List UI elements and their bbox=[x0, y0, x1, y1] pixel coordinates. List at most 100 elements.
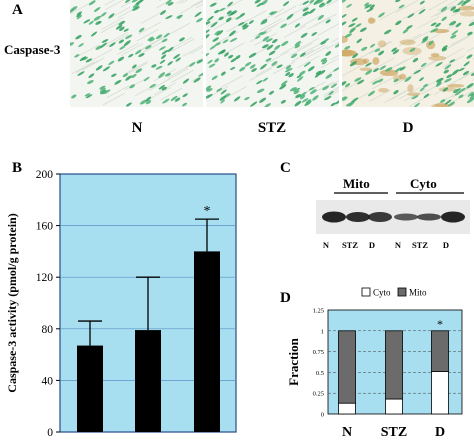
nucleus bbox=[161, 86, 167, 91]
nucleus bbox=[451, 69, 460, 76]
nucleus bbox=[366, 8, 374, 13]
x-category-label: N bbox=[342, 425, 352, 440]
fiber-streak bbox=[195, 3, 203, 9]
nucleus bbox=[268, 90, 275, 95]
nucleus bbox=[219, 95, 227, 101]
mito-group-label: Mito bbox=[343, 176, 370, 191]
nucleus bbox=[214, 30, 221, 35]
nucleus bbox=[280, 80, 288, 86]
brown-stain bbox=[342, 49, 354, 57]
fiber-streak bbox=[82, 57, 105, 71]
nucleus bbox=[143, 76, 150, 82]
nucleus bbox=[320, 57, 327, 62]
fiber-streak bbox=[216, 31, 239, 44]
nucleus bbox=[385, 67, 393, 72]
nucleus bbox=[330, 102, 336, 107]
nucleus bbox=[256, 2, 264, 7]
nucleus bbox=[230, 10, 238, 15]
legend-label-cyto: Cyto bbox=[373, 288, 391, 298]
nucleus bbox=[379, 65, 387, 70]
fiber-streak bbox=[249, 29, 273, 43]
nucleus bbox=[85, 94, 93, 99]
nucleus bbox=[293, 90, 300, 95]
nucleus bbox=[102, 89, 111, 95]
nucleus bbox=[419, 0, 425, 5]
nucleus bbox=[271, 61, 278, 66]
nucleus bbox=[449, 59, 456, 63]
nucleus bbox=[420, 62, 427, 67]
nucleus bbox=[364, 4, 372, 9]
nucleus bbox=[132, 3, 140, 8]
nucleus bbox=[100, 89, 107, 95]
fiber-streak bbox=[141, 37, 164, 51]
nucleus bbox=[321, 59, 328, 65]
nucleus bbox=[194, 11, 202, 18]
nucleus bbox=[279, 84, 287, 90]
nucleus bbox=[450, 34, 457, 39]
lane-label: D bbox=[368, 240, 376, 250]
fiber-streak bbox=[296, 37, 320, 51]
fiber-streak bbox=[220, 75, 243, 89]
bar bbox=[194, 251, 220, 432]
nucleus bbox=[314, 73, 320, 78]
nucleus bbox=[95, 45, 102, 50]
fiber-streak bbox=[136, 28, 159, 42]
nucleus bbox=[182, 93, 188, 98]
nucleus bbox=[214, 42, 221, 46]
nucleus bbox=[423, 93, 430, 98]
fiber-streak bbox=[323, 86, 339, 96]
condition-label-n: N bbox=[131, 120, 143, 136]
fiber-streak bbox=[290, 42, 313, 56]
fiber-streak bbox=[262, 19, 286, 32]
nucleus bbox=[165, 72, 171, 77]
nucleus bbox=[262, 44, 269, 49]
nucleus bbox=[469, 95, 474, 100]
nucleus bbox=[139, 99, 148, 105]
fiber-streak bbox=[317, 23, 339, 36]
nucleus bbox=[342, 0, 347, 4]
nucleus bbox=[174, 97, 181, 102]
nucleus bbox=[196, 17, 203, 23]
nucleus bbox=[214, 9, 220, 14]
fiber-streak bbox=[259, 17, 283, 31]
y-tick-label: 0.25 bbox=[313, 391, 324, 398]
nucleus bbox=[391, 47, 397, 52]
nucleus bbox=[428, 40, 434, 46]
nucleus bbox=[256, 88, 265, 94]
brown-stain bbox=[378, 87, 389, 93]
nucleus bbox=[294, 23, 301, 28]
fiber-streak bbox=[190, 46, 203, 55]
nucleus bbox=[444, 78, 452, 83]
fiber-streak bbox=[402, 6, 425, 20]
nucleus bbox=[249, 64, 256, 69]
fiber-streak bbox=[379, 7, 403, 21]
panel-d-letter: D bbox=[280, 290, 291, 306]
nucleus bbox=[251, 68, 257, 72]
nucleus bbox=[182, 78, 190, 84]
nucleus bbox=[446, 74, 453, 79]
nucleus bbox=[454, 8, 461, 13]
fiber-streak bbox=[403, 88, 427, 102]
nucleus bbox=[344, 45, 351, 50]
nucleus bbox=[299, 91, 307, 98]
nucleus bbox=[374, 48, 381, 53]
nucleus bbox=[280, 23, 287, 29]
fiber-streak bbox=[176, 0, 185, 4]
nucleus bbox=[206, 88, 213, 92]
nucleus bbox=[344, 83, 351, 88]
fiber-streak bbox=[398, 86, 421, 100]
nucleus bbox=[176, 14, 183, 19]
fiber-streak bbox=[283, 25, 307, 38]
x-category-label: STZ bbox=[381, 425, 407, 440]
nucleus bbox=[74, 54, 80, 58]
nucleus bbox=[300, 94, 306, 100]
nucleus bbox=[312, 95, 319, 101]
fiber-streak bbox=[226, 19, 249, 33]
nucleus bbox=[250, 101, 258, 107]
nucleus bbox=[423, 83, 429, 88]
fiber-streak bbox=[428, 0, 449, 11]
fiber-streak bbox=[372, 57, 395, 71]
significance-marker: * bbox=[204, 204, 211, 219]
fiber-streak bbox=[140, 37, 163, 51]
nucleus bbox=[444, 99, 452, 105]
